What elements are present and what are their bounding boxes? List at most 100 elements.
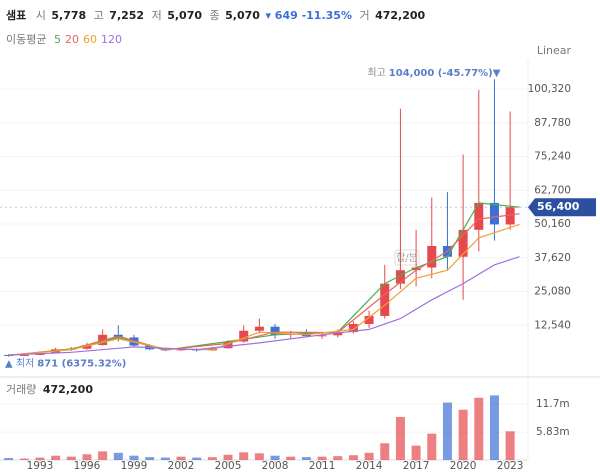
max-label: 최고: [367, 67, 385, 79]
volume-header: 거래량 472,200: [6, 383, 93, 396]
volume-bar: [207, 457, 217, 460]
change: ▾ 649 -11.35%: [265, 9, 352, 22]
ma-legend-item: 20: [65, 33, 79, 46]
ma-legend-item: 5: [54, 33, 61, 46]
candle-body: [270, 326, 280, 335]
candle-body: [333, 332, 343, 336]
moving-average: [8, 223, 520, 356]
candle-body: [411, 267, 421, 271]
label: 저: [152, 9, 162, 22]
volume-bar: [505, 431, 515, 460]
candle-body: [380, 283, 390, 316]
volume-bar: [395, 416, 405, 460]
candle-body: [317, 335, 327, 337]
ma-title: 이동평균: [6, 33, 46, 46]
x-tick-label: 2005: [215, 460, 242, 472]
min-text: 871 (6375.32%): [37, 359, 126, 370]
candle-body: [489, 202, 499, 225]
max-text: 104,000 (-45.77%)▼: [389, 68, 501, 79]
volume-bar: [286, 456, 296, 460]
volume-bar: [301, 457, 311, 460]
max-annotation: 최고 104,000 (-45.77%)▼: [367, 67, 500, 79]
x-tick-label: 1999: [121, 460, 148, 472]
candle-body: [474, 202, 484, 230]
ma-legend: 이동평균 5 20 60 120: [6, 33, 122, 46]
last-price-label: 56,400: [537, 200, 580, 213]
candle-body: [505, 207, 515, 225]
label: 시: [36, 9, 46, 22]
volume-title: 거래량: [6, 383, 36, 396]
x-tick-label: 2014: [356, 460, 383, 472]
candle-body: [395, 270, 405, 284]
label: 종: [210, 9, 220, 22]
volume-bar: [192, 457, 202, 460]
value: 5,778: [51, 9, 86, 22]
scale-mode[interactable]: Linear: [537, 44, 572, 57]
value: 472,200: [375, 9, 425, 22]
volume-bar: [427, 433, 437, 460]
candle-body: [348, 324, 358, 333]
candle-body: [458, 229, 468, 257]
label: 거: [359, 9, 369, 22]
volume-bar: [160, 457, 170, 460]
y-tick-label: 50,160: [534, 218, 571, 230]
volume-bar: [113, 452, 123, 460]
volume-bar: [82, 454, 92, 460]
moving-average: [8, 213, 520, 356]
y-tick-label: 37,620: [534, 252, 571, 264]
y-tick-label: 87,780: [534, 117, 571, 129]
volume-bar: [270, 455, 280, 460]
volume-bar: [239, 452, 249, 460]
volume-bar: [223, 454, 233, 460]
volume-bar: [364, 452, 374, 460]
volume-bar: [145, 457, 155, 460]
candle-body: [364, 315, 374, 325]
candle-body: [82, 345, 92, 349]
x-tick-label: 2002: [168, 460, 195, 472]
x-tick-label: 1993: [27, 460, 54, 472]
candle-body: [427, 245, 437, 268]
moving-average: [8, 256, 520, 356]
label: 고: [94, 9, 104, 22]
volume-current: 472,200: [43, 383, 93, 396]
x-tick-label: 1996: [74, 460, 101, 472]
quote-header: 샘표 시 5,778 고 7,252 저 5,070 종 5,070 ▾ 649…: [6, 8, 426, 22]
volume-bar: [474, 397, 484, 460]
value: 7,252: [109, 9, 144, 22]
volume-bar: [458, 409, 468, 460]
volume-tick-label: 11.7m: [536, 398, 570, 410]
y-tick-label: 12,540: [534, 319, 571, 331]
y-tick-label: 75,240: [534, 151, 571, 163]
x-tick-label: 2017: [403, 460, 430, 472]
volume-bar: [35, 457, 45, 460]
volume-bar: [380, 443, 390, 460]
volume-bar: [19, 458, 29, 460]
volume-bar: [98, 451, 108, 460]
volume-bar: [254, 453, 264, 460]
volume-bar: [176, 456, 186, 460]
value: 5,070: [167, 9, 202, 22]
volume-bar: [442, 402, 452, 460]
ma-legend-item: 120: [101, 33, 122, 46]
volume-bar: [489, 395, 499, 460]
x-tick-label: 2020: [450, 460, 477, 472]
stock-name: 샘표: [6, 8, 26, 22]
volume-bar: [333, 456, 343, 460]
ma-legend-item: 60: [83, 33, 97, 46]
y-tick-label: 62,700: [534, 184, 571, 196]
min-label: ▲ 최저: [5, 358, 34, 370]
candle-body: [223, 341, 233, 349]
last-price-tag: [528, 198, 596, 217]
volume-bar: [51, 455, 61, 460]
volume-bar: [317, 456, 327, 460]
candle-body: [19, 354, 29, 356]
volume-bar: [348, 455, 358, 460]
volume-tick-label: 5.83m: [536, 426, 570, 438]
candle-body: [239, 330, 249, 342]
y-tick-label: 100,320: [528, 83, 571, 95]
x-tick-label: 2008: [262, 460, 289, 472]
candle-body: [176, 349, 186, 351]
x-tick-label: 2023: [497, 460, 524, 472]
